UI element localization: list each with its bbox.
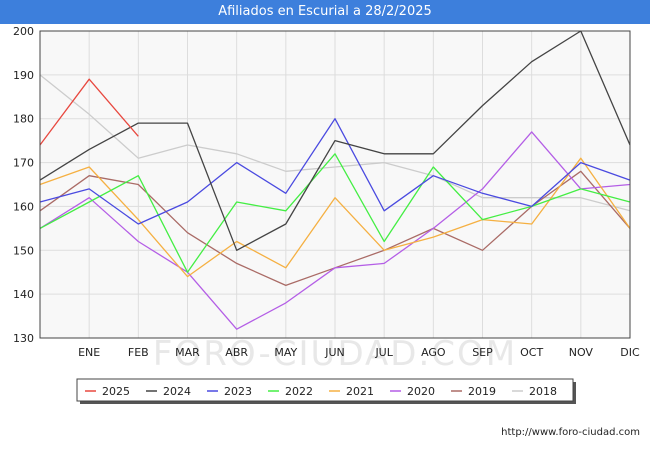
y-tick-label: 130	[13, 332, 34, 345]
legend-label-2024: 2024	[163, 385, 191, 398]
series-line-2023	[39, 118, 631, 225]
series-line-2021	[39, 157, 631, 278]
y-tick-label: 180	[13, 113, 34, 126]
series-line-2020	[39, 131, 631, 330]
legend-label-2022: 2022	[285, 385, 313, 398]
y-tick-label: 150	[13, 244, 34, 257]
x-tick-label: DIC	[620, 346, 640, 359]
legend-label-2019: 2019	[468, 385, 496, 398]
watermark: FORO-CIUDAD.COM	[153, 334, 517, 374]
x-tick-label: JUL	[374, 346, 393, 359]
legend-label-2020: 2020	[407, 385, 435, 398]
x-tick-label: FEB	[128, 346, 149, 359]
x-tick-label: JUN	[324, 346, 345, 359]
y-axis-ticks: 130 140 150 160 170 180 190 200	[13, 25, 34, 345]
chart-title: Afiliados en Escurial a 28/2/2025	[0, 0, 650, 24]
y-tick-label: 160	[13, 200, 34, 213]
x-tick-label: OCT	[520, 346, 543, 359]
x-tick-label: NOV	[569, 346, 594, 359]
legend-box	[76, 378, 574, 402]
y-tick-label: 200	[13, 25, 34, 38]
series-line-2025	[39, 78, 139, 146]
x-tick-label: SEP	[472, 346, 493, 359]
legend-label-2018: 2018	[529, 385, 557, 398]
series-line-2018	[39, 74, 631, 212]
plot-border	[39, 30, 631, 339]
source-url: http://www.foro-ciudad.com	[501, 427, 640, 438]
x-axis-ticks: ENE FEB MAR ABR MAY JUN JUL AGO SEP OCT NOV DIC	[78, 346, 640, 359]
series-line-2024	[39, 30, 631, 251]
series-lines	[39, 30, 631, 330]
x-tick-label: ENE	[78, 346, 100, 359]
legend-label-2021: 2021	[346, 385, 374, 398]
y-tick-label: 140	[13, 288, 34, 301]
x-tick-label: ABR	[225, 346, 248, 359]
legend-label-2025: 2025	[102, 385, 130, 398]
x-tick-label: AGO	[421, 346, 446, 359]
grid-lines	[40, 30, 630, 339]
x-tick-label: MAY	[274, 346, 297, 359]
legend: 2025 2024 2023 2022 2021 2020 2019 2018	[76, 378, 576, 404]
legend-label-2023: 2023	[224, 385, 252, 398]
y-tick-label: 190	[13, 69, 34, 82]
x-tick-label: MAR	[175, 346, 200, 359]
y-tick-label: 170	[13, 157, 34, 170]
